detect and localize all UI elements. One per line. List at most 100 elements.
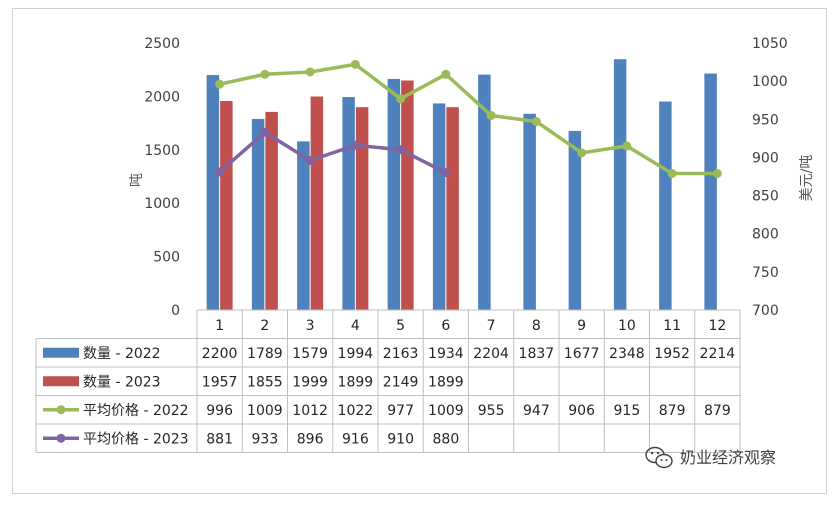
- point: [441, 168, 451, 178]
- point: [486, 110, 496, 120]
- table-cell-value: 933: [252, 431, 279, 447]
- bar: [387, 78, 401, 310]
- point: [396, 145, 406, 155]
- x-tick-label: 3: [306, 318, 315, 334]
- x-tick-label: 9: [577, 318, 586, 334]
- y-tick-right: 750: [752, 265, 779, 281]
- table-cell-value: 1677: [564, 346, 600, 362]
- y-tick-right: 1000: [752, 74, 788, 90]
- watermark: 奶业经济观察: [645, 446, 776, 469]
- table-cell-value: 1952: [654, 346, 690, 362]
- x-tick-label: 5: [396, 318, 405, 334]
- table-cell-value: 2149: [383, 374, 419, 390]
- table-cell-value: 880: [433, 431, 460, 447]
- table-cell-value: 947: [523, 403, 550, 419]
- point: [215, 167, 225, 177]
- point: [260, 69, 270, 79]
- y-tick-left: 2500: [144, 36, 180, 52]
- x-tick-label: 6: [441, 318, 450, 334]
- x-tick-label: 2: [260, 318, 269, 334]
- point: [350, 140, 360, 150]
- series-line: [218, 130, 447, 175]
- legend-key-marker: [56, 405, 66, 415]
- y-tick-right: 700: [752, 303, 779, 319]
- table-cell-value: 1789: [247, 346, 283, 362]
- wechat-icon: [645, 446, 673, 469]
- bar: [568, 130, 582, 310]
- table-cell-value: 2348: [609, 346, 645, 362]
- point: [531, 117, 541, 127]
- bar: [220, 100, 233, 310]
- x-tick-label: 10: [618, 318, 636, 334]
- bar: [478, 74, 491, 311]
- y-tick-left: 1000: [144, 196, 180, 212]
- table-cell-value: 881: [206, 431, 233, 447]
- bar: [523, 113, 536, 310]
- bar: [432, 103, 446, 311]
- x-tick-label: 7: [487, 318, 496, 334]
- point: [305, 67, 315, 77]
- table-cell-value: 916: [342, 431, 369, 447]
- bar: [297, 141, 310, 310]
- legend-label: 数量 - 2022: [83, 346, 161, 362]
- table-cell-value: 2163: [383, 346, 419, 362]
- point: [215, 79, 225, 89]
- watermark-text: 奶业经济观察: [680, 448, 776, 467]
- y-tick-right: 800: [752, 227, 779, 243]
- table-cell-value: 1899: [338, 374, 374, 390]
- table-cell-value: 2214: [700, 346, 736, 362]
- table-cell-value: 896: [297, 431, 324, 447]
- legend-key-bar: [43, 347, 79, 358]
- y-tick-right: 950: [752, 112, 779, 128]
- table-cell-value: 977: [387, 403, 414, 419]
- table-cell-value: 906: [568, 403, 595, 419]
- table-cell-value: 1837: [519, 346, 555, 362]
- table-cell-value: 1999: [292, 374, 328, 390]
- x-tick-label: 1: [215, 318, 224, 334]
- x-tick-label: 12: [708, 318, 726, 334]
- y-axis-title-left: 吨: [129, 173, 145, 187]
- point: [260, 127, 270, 137]
- point: [441, 69, 451, 79]
- y-tick-right: 1050: [752, 36, 788, 52]
- plot-area: [206, 59, 722, 311]
- bar: [446, 107, 459, 310]
- table-cell-value: 1579: [292, 346, 328, 362]
- table-cell-value: 2204: [473, 346, 509, 362]
- table-cell-value: 1957: [202, 374, 238, 390]
- table-cell-value: 879: [704, 403, 731, 419]
- bar: [659, 101, 672, 310]
- table-cell-value: 1022: [338, 403, 374, 419]
- point: [396, 94, 406, 104]
- table-cell-value: 1934: [428, 346, 464, 362]
- legend-label: 数量 - 2023: [83, 374, 161, 390]
- table-cell-value: 1012: [292, 403, 328, 419]
- point: [622, 141, 632, 151]
- bar: [265, 111, 278, 310]
- table-cell-value: 1855: [247, 374, 283, 390]
- table-cell-value: 910: [387, 431, 414, 447]
- bar: [251, 118, 265, 310]
- table-cell-value: 879: [659, 403, 686, 419]
- table-cell-value: 1009: [428, 403, 464, 419]
- bar: [613, 59, 627, 311]
- table-cell-value: 996: [206, 403, 233, 419]
- point: [305, 155, 315, 165]
- point: [712, 168, 722, 178]
- point: [667, 168, 677, 178]
- table-cell-value: 915: [614, 403, 641, 419]
- bar: [310, 96, 324, 310]
- x-tick-label: 4: [351, 318, 360, 334]
- legend-label: 平均价格 - 2022: [83, 403, 189, 419]
- bar: [342, 97, 355, 310]
- bar: [355, 107, 369, 310]
- table-cell-value: 2200: [202, 346, 238, 362]
- x-tick-label: 8: [532, 318, 541, 334]
- x-tick-label: 11: [663, 318, 681, 334]
- y-tick-left: 0: [171, 303, 180, 319]
- bar: [401, 80, 414, 310]
- y-tick-right: 850: [752, 189, 779, 205]
- y-tick-right: 900: [752, 150, 779, 166]
